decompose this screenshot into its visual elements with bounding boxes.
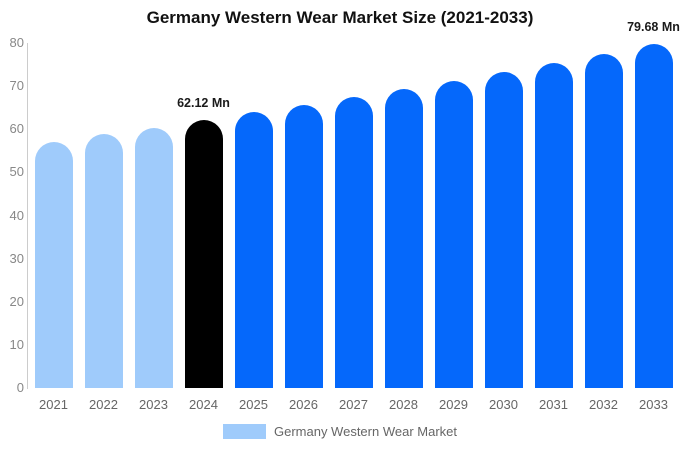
bar-2023[interactable] <box>134 127 173 388</box>
bar-2026[interactable] <box>284 104 323 388</box>
x-tick-label-2024: 2024 <box>189 397 218 412</box>
x-tick-label-2027: 2027 <box>339 397 368 412</box>
x-tick-label-2032: 2032 <box>589 397 618 412</box>
y-tick-label: 80 <box>9 35 24 50</box>
bar-2025[interactable] <box>234 112 273 388</box>
x-tick-label-2030: 2030 <box>489 397 518 412</box>
bar-2027[interactable] <box>334 96 373 388</box>
chart-title: Germany Western Wear Market Size (2021-2… <box>146 8 534 27</box>
y-tick-label: 50 <box>9 164 24 180</box>
y-tick-label: 60 <box>9 121 24 137</box>
bar-2032[interactable] <box>584 53 623 388</box>
x-tick-label-2029: 2029 <box>439 397 468 412</box>
bar-2033[interactable] <box>634 44 673 388</box>
y-tick-label: 70 <box>9 78 24 94</box>
bar-2029[interactable] <box>434 80 473 388</box>
y-tick-label: 30 <box>9 250 24 266</box>
bar-2030[interactable] <box>484 71 523 388</box>
x-tick-label-2025: 2025 <box>239 397 268 412</box>
legend-swatch <box>222 424 266 439</box>
legend[interactable]: Germany Western Wear Market <box>0 424 680 439</box>
x-tick-label-2033: 2033 <box>639 397 668 412</box>
x-tick-label-2026: 2026 <box>289 397 318 412</box>
bar-2022[interactable] <box>84 134 123 388</box>
x-tick-label-2028: 2028 <box>389 397 418 412</box>
y-tick-label: 0 <box>16 380 24 395</box>
y-tick-label: 20 <box>9 293 24 309</box>
bar-2028[interactable] <box>384 88 423 388</box>
bar-2021[interactable] <box>34 141 73 388</box>
y-axis-line <box>27 43 28 389</box>
bar-value-label-2024: 62.12 Mn <box>177 96 230 111</box>
legend-label: Germany Western Wear Market <box>273 424 457 439</box>
bar-2024[interactable] <box>184 120 223 388</box>
x-tick-label-2031: 2031 <box>539 397 568 412</box>
bar-value-label-2033: 79.68 Mn <box>627 20 680 35</box>
x-tick-label-2023: 2023 <box>139 397 168 412</box>
bar-2031[interactable] <box>534 62 573 388</box>
y-tick-label: 40 <box>9 207 24 223</box>
x-tick-label-2022: 2022 <box>89 397 118 412</box>
x-tick-label-2021: 2021 <box>39 397 68 412</box>
y-tick-label: 10 <box>9 336 24 352</box>
